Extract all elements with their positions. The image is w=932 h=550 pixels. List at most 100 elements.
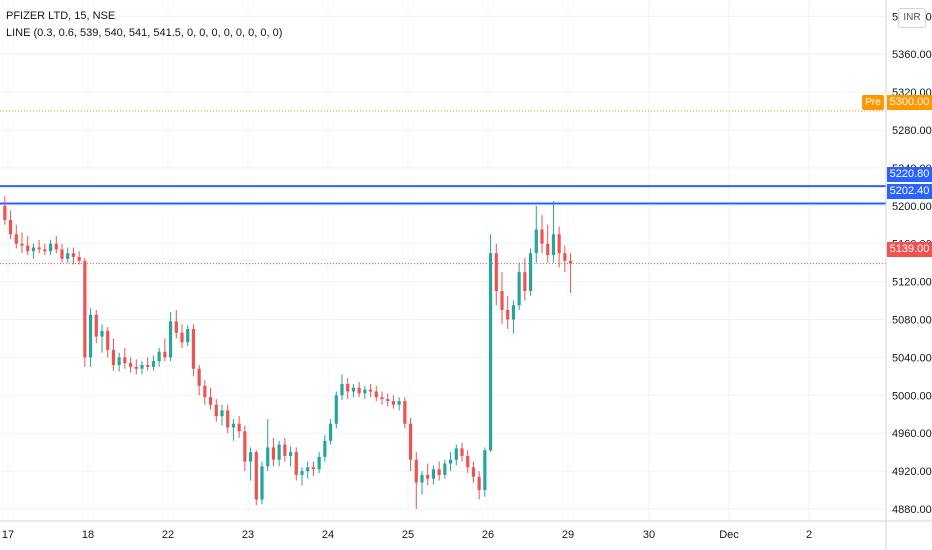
candle-body xyxy=(546,243,550,256)
candle-body xyxy=(83,260,87,358)
x-tick-label: Dec xyxy=(719,529,739,541)
candle-body xyxy=(420,474,424,483)
candle-body xyxy=(351,387,356,392)
candle-body xyxy=(346,383,350,392)
candle-body xyxy=(443,463,447,475)
candle-body xyxy=(506,310,510,320)
candle-body xyxy=(563,253,567,261)
candle-body xyxy=(214,404,218,417)
candle-body xyxy=(357,387,361,394)
candle-body xyxy=(540,229,544,244)
y-tick-label: 5280.00 xyxy=(892,125,932,137)
pre-market-badge: Pre xyxy=(862,95,884,110)
x-tick-label: 25 xyxy=(402,529,414,541)
horizontal-levels[interactable] xyxy=(0,110,886,265)
candle-body xyxy=(431,469,436,479)
candle-body xyxy=(317,456,321,470)
candle-body xyxy=(311,467,316,470)
candle-body xyxy=(111,349,116,365)
candle-body xyxy=(197,368,201,386)
candle-body xyxy=(8,220,13,235)
candle-body xyxy=(77,256,81,261)
x-tick-label: 17 xyxy=(2,529,14,541)
candle-body xyxy=(397,400,401,405)
candle-body xyxy=(277,444,281,460)
candle-body xyxy=(471,467,476,477)
candle-body xyxy=(174,321,178,333)
candle-body xyxy=(231,423,236,428)
x-tick-label: 24 xyxy=(322,529,334,541)
candle-body xyxy=(31,247,36,252)
candle-body xyxy=(306,467,310,472)
level-top-price-tag[interactable]: 5220.80 xyxy=(887,167,932,182)
candle-body xyxy=(363,389,367,394)
candle-body xyxy=(368,389,373,392)
candle-body xyxy=(43,249,47,252)
candle-body xyxy=(37,247,41,250)
candle-body xyxy=(517,272,521,306)
candle-body xyxy=(408,423,413,460)
y-tick-label: 5080.00 xyxy=(892,315,932,327)
candle-body xyxy=(123,357,127,364)
candle-body xyxy=(146,364,150,367)
x-tick-label: 29 xyxy=(562,529,574,541)
candle-body xyxy=(157,351,161,362)
candle-body xyxy=(528,253,533,292)
candle-body xyxy=(386,399,390,401)
candle-body xyxy=(186,328,190,343)
candle-body xyxy=(340,383,344,396)
candle-body xyxy=(151,361,156,367)
level-bottom-price-tag[interactable]: 5202.40 xyxy=(887,184,932,199)
candle-body xyxy=(551,234,556,256)
candle-body xyxy=(500,291,504,311)
candle-body xyxy=(466,455,470,468)
y-tick-label: 5200.00 xyxy=(892,201,932,213)
y-tick-label: 4960.00 xyxy=(892,428,932,440)
candle-body xyxy=(271,447,276,460)
candle-body xyxy=(260,466,264,500)
candle-body xyxy=(163,351,167,358)
x-tick-label: 18 xyxy=(82,529,94,541)
candle-body xyxy=(288,452,293,456)
candle-body xyxy=(20,243,24,246)
candle-body xyxy=(168,321,173,358)
y-tick-label: 4920.00 xyxy=(892,466,932,478)
candle-body xyxy=(248,452,253,462)
indicator-label[interactable]: LINE (0.3, 0.6, 539, 540, 541, 541.5, 0,… xyxy=(6,27,283,39)
candle-body xyxy=(511,305,516,320)
candle-body xyxy=(334,395,338,424)
candle-body xyxy=(100,330,104,337)
grid xyxy=(0,0,886,521)
time-axis[interactable]: 17 18 22 23 24 25 26 29 30 Dec 2 xyxy=(0,520,932,541)
candle-body xyxy=(483,450,487,491)
candle-body xyxy=(243,431,247,462)
symbol-title[interactable]: PFIZER LTD, 15, NSE xyxy=(6,10,116,22)
chart-legend: PFIZER LTD, 15, NSE LINE (0.3, 0.6, 539,… xyxy=(6,8,282,42)
candle-body xyxy=(266,447,270,467)
candle-body xyxy=(568,260,573,264)
candle-body xyxy=(220,410,224,417)
candle-body xyxy=(54,243,58,250)
candle-body xyxy=(237,423,241,432)
candle-body xyxy=(208,397,213,405)
y-tick-label: 5040.00 xyxy=(892,352,932,364)
candle-body xyxy=(477,476,481,491)
x-tick-label: 22 xyxy=(162,529,174,541)
candle-body xyxy=(534,229,538,254)
candle-body xyxy=(254,452,258,500)
candle-body xyxy=(448,459,453,464)
pre-market-price-tag: 5300.00 xyxy=(887,95,932,110)
currency-badge[interactable]: INR xyxy=(898,8,926,28)
x-tick-label: 26 xyxy=(482,529,494,541)
candle-body xyxy=(294,452,298,475)
candle-body xyxy=(488,253,493,451)
candle-body xyxy=(283,444,287,456)
candle-body xyxy=(403,400,407,424)
candle-body xyxy=(3,205,7,221)
candle-body xyxy=(523,272,527,292)
candle-body xyxy=(414,459,418,483)
candle-body xyxy=(48,243,53,252)
candle-body xyxy=(426,474,430,479)
price-axis[interactable]: 4880.00 4920.00 4960.00 5000.00 5040.00 5080.… xyxy=(885,0,932,550)
